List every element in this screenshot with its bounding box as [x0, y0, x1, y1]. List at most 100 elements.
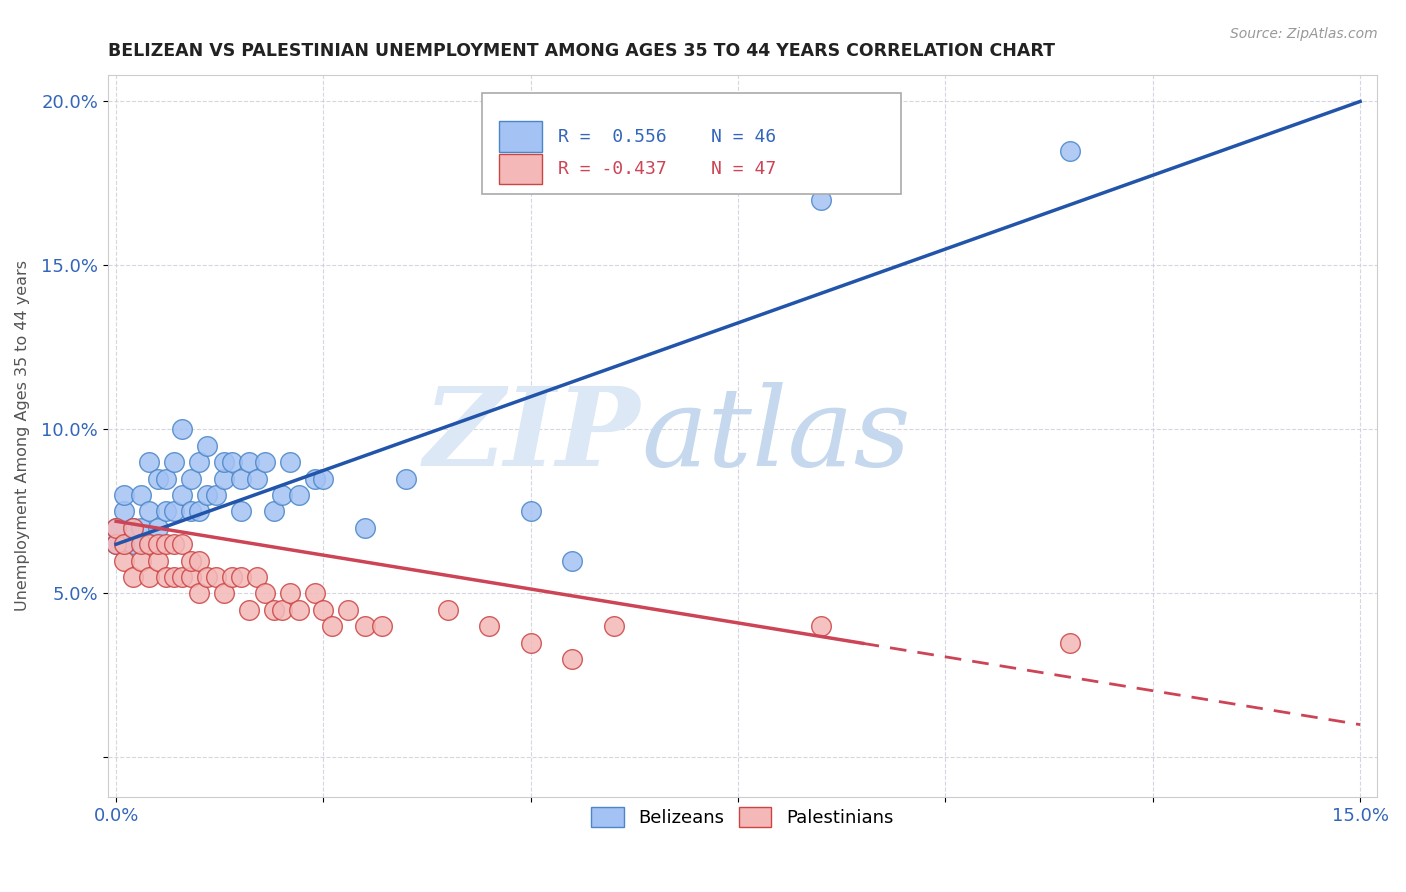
Palestinians — [105, 521, 128, 535]
Text: atlas: atlas — [641, 383, 911, 490]
FancyBboxPatch shape — [499, 153, 541, 184]
Belizeans — [212, 472, 235, 486]
Palestinians — [212, 586, 235, 600]
Belizeans — [278, 455, 301, 469]
Belizeans — [263, 504, 285, 518]
Belizeans — [238, 455, 260, 469]
Y-axis label: Unemployment Among Ages 35 to 44 years: Unemployment Among Ages 35 to 44 years — [15, 260, 30, 612]
Belizeans — [121, 537, 143, 551]
Belizeans — [561, 554, 583, 568]
Palestinians — [138, 537, 160, 551]
Belizeans — [129, 488, 152, 502]
Text: BELIZEAN VS PALESTINIAN UNEMPLOYMENT AMONG AGES 35 TO 44 YEARS CORRELATION CHART: BELIZEAN VS PALESTINIAN UNEMPLOYMENT AMO… — [108, 42, 1054, 60]
Palestinians — [129, 554, 152, 568]
Palestinians — [172, 570, 194, 584]
Palestinians — [370, 619, 392, 633]
Palestinians — [278, 586, 301, 600]
Palestinians — [354, 619, 377, 633]
Palestinians — [520, 635, 543, 649]
Belizeans — [180, 504, 202, 518]
Palestinians — [321, 619, 343, 633]
Belizeans — [138, 455, 160, 469]
Palestinians — [172, 537, 194, 551]
Palestinians — [105, 537, 128, 551]
Palestinians — [146, 554, 169, 568]
Belizeans — [146, 472, 169, 486]
Belizeans — [212, 455, 235, 469]
Belizeans — [246, 472, 269, 486]
Text: N = 47: N = 47 — [710, 160, 776, 178]
Belizeans — [112, 504, 135, 518]
Belizeans — [188, 455, 211, 469]
Belizeans — [155, 504, 177, 518]
Belizeans — [221, 455, 243, 469]
Belizeans — [172, 422, 194, 436]
Palestinians — [112, 537, 135, 551]
Text: R =  0.556: R = 0.556 — [558, 128, 666, 145]
Palestinians — [180, 554, 202, 568]
Palestinians — [229, 570, 252, 584]
Palestinians — [337, 603, 360, 617]
Belizeans — [129, 521, 152, 535]
Belizeans — [163, 455, 186, 469]
Belizeans — [520, 504, 543, 518]
Palestinians — [112, 554, 135, 568]
Palestinians — [810, 619, 832, 633]
Belizeans — [188, 504, 211, 518]
Palestinians — [188, 554, 211, 568]
FancyBboxPatch shape — [499, 121, 541, 152]
Palestinians — [478, 619, 501, 633]
Palestinians — [304, 586, 326, 600]
Palestinians — [254, 586, 277, 600]
Palestinians — [1059, 635, 1081, 649]
Belizeans — [195, 439, 218, 453]
Belizeans — [1059, 144, 1081, 158]
Palestinians — [155, 537, 177, 551]
Text: N = 46: N = 46 — [710, 128, 776, 145]
Belizeans — [354, 521, 377, 535]
Palestinians — [221, 570, 243, 584]
Text: Source: ZipAtlas.com: Source: ZipAtlas.com — [1230, 27, 1378, 41]
Palestinians — [121, 570, 143, 584]
Text: ZIP: ZIP — [425, 383, 641, 490]
Belizeans — [105, 537, 128, 551]
Belizeans — [146, 521, 169, 535]
Belizeans — [271, 488, 294, 502]
Palestinians — [312, 603, 335, 617]
Palestinians — [263, 603, 285, 617]
Palestinians — [603, 619, 626, 633]
Palestinians — [163, 537, 186, 551]
Belizeans — [810, 193, 832, 207]
Palestinians — [561, 652, 583, 666]
Palestinians — [246, 570, 269, 584]
Belizeans — [395, 472, 418, 486]
Belizeans — [254, 455, 277, 469]
Text: R = -0.437: R = -0.437 — [558, 160, 666, 178]
Palestinians — [146, 537, 169, 551]
Palestinians — [155, 570, 177, 584]
Belizeans — [121, 521, 143, 535]
Belizeans — [138, 504, 160, 518]
FancyBboxPatch shape — [482, 94, 901, 194]
Palestinians — [163, 570, 186, 584]
Belizeans — [229, 472, 252, 486]
Palestinians — [204, 570, 226, 584]
Belizeans — [287, 488, 309, 502]
Belizeans — [163, 504, 186, 518]
Palestinians — [238, 603, 260, 617]
Palestinians — [129, 537, 152, 551]
Palestinians — [195, 570, 218, 584]
Belizeans — [312, 472, 335, 486]
Legend: Belizeans, Palestinians: Belizeans, Palestinians — [585, 799, 900, 835]
Belizeans — [180, 472, 202, 486]
Palestinians — [271, 603, 294, 617]
Palestinians — [188, 586, 211, 600]
Palestinians — [287, 603, 309, 617]
Belizeans — [112, 537, 135, 551]
Belizeans — [172, 488, 194, 502]
Belizeans — [155, 472, 177, 486]
Belizeans — [304, 472, 326, 486]
Belizeans — [112, 488, 135, 502]
Palestinians — [437, 603, 460, 617]
Belizeans — [204, 488, 226, 502]
